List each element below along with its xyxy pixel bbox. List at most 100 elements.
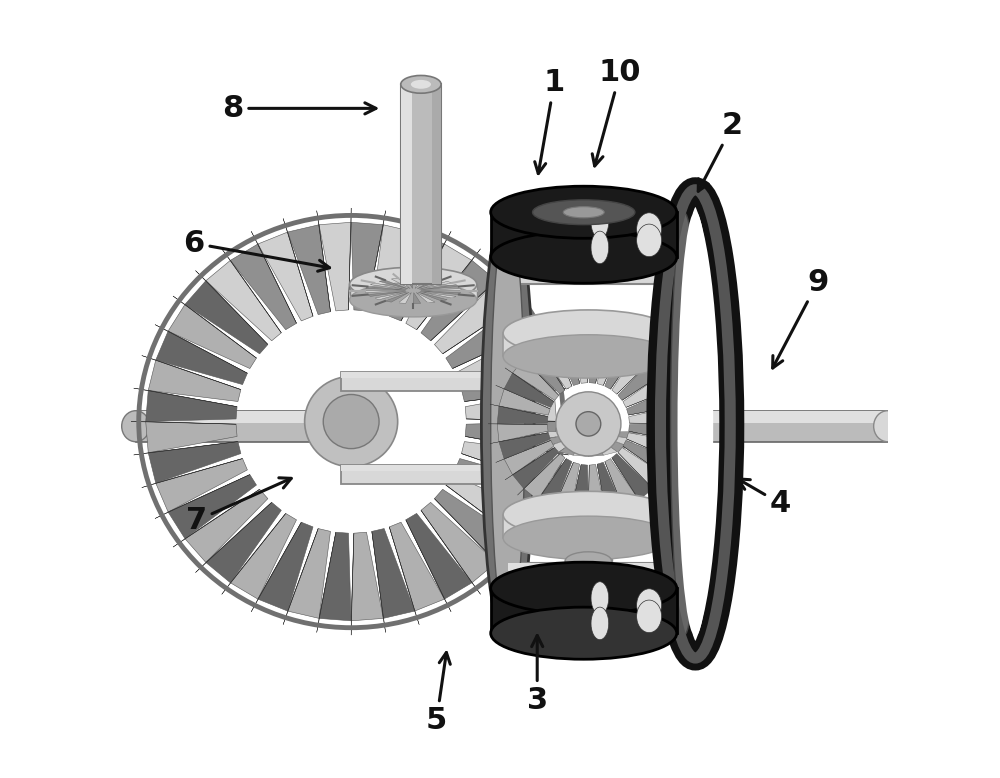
Polygon shape (550, 331, 572, 386)
Ellipse shape (305, 377, 398, 467)
Bar (508, 562, 682, 581)
Bar (508, 266, 682, 275)
Polygon shape (230, 513, 296, 599)
Polygon shape (553, 334, 580, 385)
Bar (565, 538, 612, 561)
Polygon shape (548, 438, 576, 452)
Polygon shape (365, 290, 405, 293)
Bar (491, 588, 677, 633)
Polygon shape (446, 304, 534, 369)
Polygon shape (465, 391, 557, 422)
Polygon shape (421, 261, 496, 341)
Polygon shape (319, 223, 351, 311)
Bar (491, 212, 677, 258)
Polygon shape (595, 440, 617, 455)
Ellipse shape (350, 282, 477, 317)
Ellipse shape (491, 607, 677, 659)
Bar (341, 372, 510, 378)
Polygon shape (497, 406, 548, 424)
Polygon shape (374, 292, 407, 300)
Polygon shape (588, 441, 604, 457)
Polygon shape (434, 281, 517, 354)
Ellipse shape (591, 205, 609, 238)
Polygon shape (434, 489, 517, 562)
Ellipse shape (563, 207, 604, 218)
Polygon shape (142, 356, 241, 390)
Polygon shape (629, 423, 689, 424)
Polygon shape (173, 296, 256, 358)
Polygon shape (597, 334, 623, 385)
Polygon shape (155, 324, 247, 373)
Polygon shape (596, 325, 608, 384)
Polygon shape (351, 533, 354, 635)
Polygon shape (513, 359, 559, 401)
Polygon shape (618, 453, 659, 495)
Ellipse shape (503, 310, 674, 356)
Polygon shape (588, 332, 606, 384)
Polygon shape (538, 339, 572, 389)
Polygon shape (488, 424, 547, 425)
Text: 2: 2 (698, 111, 743, 191)
Polygon shape (418, 292, 447, 301)
Polygon shape (571, 332, 588, 384)
Polygon shape (452, 324, 547, 369)
Polygon shape (372, 531, 386, 633)
Polygon shape (597, 464, 608, 523)
Text: 4: 4 (738, 479, 791, 518)
Polygon shape (465, 422, 557, 453)
Bar (508, 562, 682, 571)
Polygon shape (626, 385, 681, 408)
Polygon shape (288, 225, 330, 314)
Polygon shape (283, 219, 313, 316)
Ellipse shape (481, 203, 534, 645)
Ellipse shape (503, 335, 674, 378)
Ellipse shape (323, 394, 379, 449)
Polygon shape (513, 447, 559, 489)
Polygon shape (283, 528, 318, 625)
Polygon shape (571, 464, 588, 516)
Polygon shape (461, 454, 561, 488)
Polygon shape (417, 249, 481, 330)
Polygon shape (379, 280, 408, 289)
Polygon shape (372, 528, 415, 619)
Ellipse shape (122, 411, 150, 442)
Polygon shape (533, 458, 566, 508)
Ellipse shape (350, 268, 477, 301)
Polygon shape (499, 433, 550, 459)
Ellipse shape (533, 200, 635, 225)
Polygon shape (185, 281, 268, 354)
Polygon shape (431, 271, 507, 341)
Polygon shape (406, 513, 472, 599)
Text: 10: 10 (592, 58, 641, 166)
Polygon shape (434, 499, 507, 573)
Polygon shape (597, 462, 623, 513)
Polygon shape (391, 279, 410, 289)
Bar (136, 411, 322, 423)
Text: 3: 3 (527, 636, 548, 715)
Polygon shape (541, 435, 572, 447)
Bar (401, 84, 441, 284)
Polygon shape (155, 475, 250, 518)
Polygon shape (173, 489, 260, 547)
Polygon shape (623, 440, 673, 475)
Polygon shape (148, 360, 241, 401)
Polygon shape (142, 458, 243, 488)
Polygon shape (134, 388, 237, 407)
Ellipse shape (411, 80, 431, 89)
Polygon shape (401, 231, 451, 321)
Polygon shape (497, 424, 548, 442)
Bar (682, 411, 888, 423)
Text: 1: 1 (535, 68, 565, 173)
Polygon shape (385, 293, 409, 302)
Polygon shape (206, 503, 281, 583)
Polygon shape (146, 422, 237, 453)
Polygon shape (588, 464, 606, 516)
Bar (341, 465, 510, 484)
Ellipse shape (591, 231, 609, 264)
Polygon shape (366, 286, 406, 290)
Polygon shape (504, 373, 554, 408)
Polygon shape (623, 373, 673, 408)
Polygon shape (550, 462, 573, 517)
Polygon shape (251, 231, 296, 324)
Polygon shape (389, 527, 419, 625)
